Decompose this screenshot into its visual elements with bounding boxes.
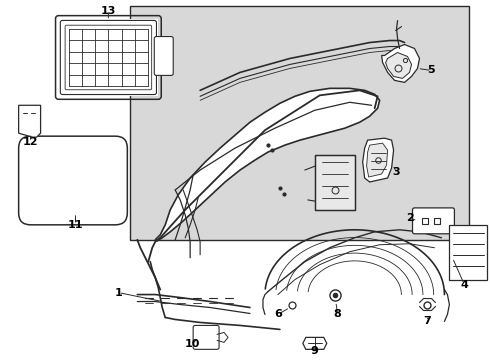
Polygon shape [19,105,41,137]
Text: 9: 9 [311,346,319,356]
Polygon shape [155,88,380,241]
FancyBboxPatch shape [193,325,219,349]
Text: 1: 1 [115,288,122,298]
Polygon shape [363,138,393,182]
Polygon shape [303,337,327,349]
Text: 2: 2 [406,213,414,223]
Text: 6: 6 [274,310,282,319]
Text: 4: 4 [461,280,468,289]
FancyBboxPatch shape [19,136,127,225]
Text: 11: 11 [68,220,83,230]
Polygon shape [367,143,388,177]
Text: 5: 5 [428,66,435,76]
Text: 7: 7 [424,316,431,327]
Polygon shape [58,19,158,96]
Polygon shape [315,155,355,210]
Polygon shape [382,45,419,82]
Bar [449,225,488,280]
FancyBboxPatch shape [413,208,454,234]
FancyBboxPatch shape [154,37,173,75]
Text: 13: 13 [101,6,116,15]
Text: 10: 10 [184,339,200,349]
Text: 3: 3 [393,167,400,177]
Bar [130,6,469,240]
Text: 12: 12 [23,137,38,147]
Polygon shape [386,53,412,78]
Text: 8: 8 [334,310,342,319]
